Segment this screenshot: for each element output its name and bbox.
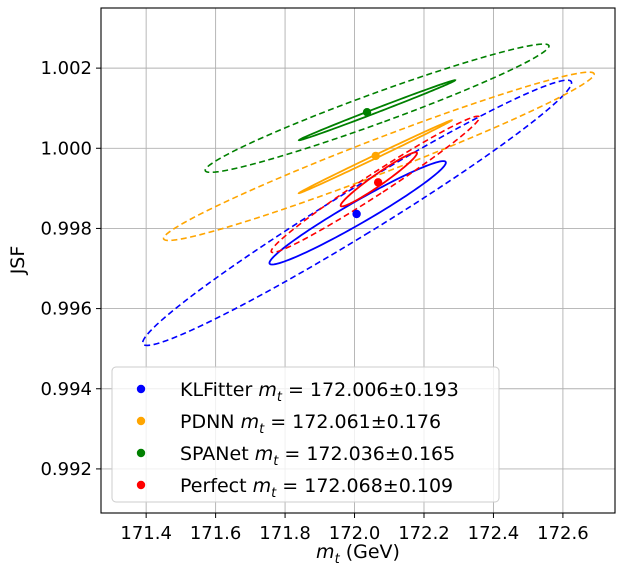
x-tick-label: 172.0 bbox=[329, 523, 381, 544]
perfect-2sigma-ellipse bbox=[270, 115, 481, 254]
klfitter-legend-marker bbox=[136, 384, 146, 394]
spanet-legend-label: SPANet mt = 172.036±0.165 bbox=[180, 443, 455, 469]
y-tick-label: 0.992 bbox=[40, 459, 92, 480]
y-tick-label: 1.000 bbox=[40, 138, 92, 159]
y-tick-label: 0.996 bbox=[40, 299, 92, 320]
plot-frame bbox=[100, 7, 616, 514]
pdnn-legend-label: PDNN mt = 172.061±0.176 bbox=[180, 411, 441, 437]
x-axis-label: mt (GeV) bbox=[316, 541, 400, 566]
y-axis-label: JSF bbox=[7, 246, 29, 276]
x-axis-label-sub: t bbox=[335, 552, 341, 566]
perfect-1sigma-ellipse bbox=[339, 151, 418, 208]
perfect-point bbox=[373, 178, 383, 187]
klfitter-point bbox=[352, 209, 361, 219]
y-tick-label: 0.994 bbox=[40, 379, 92, 400]
y-tick-label: 1.002 bbox=[40, 58, 92, 79]
grid-layer bbox=[101, 8, 615, 513]
x-tick-label: 171.4 bbox=[120, 523, 172, 544]
klfitter-2sigma-ellipse bbox=[141, 79, 573, 347]
ellipse-layer bbox=[141, 43, 595, 347]
x-tick-label: 172.6 bbox=[537, 523, 589, 544]
legend: KLFitter mt = 172.006±0.193 PDNN mt = 172… bbox=[111, 366, 500, 503]
point-layer bbox=[352, 108, 383, 219]
pdnn-legend-marker bbox=[136, 416, 146, 426]
x-tick-label: 172.2 bbox=[398, 523, 450, 544]
x-tick-label: 171.8 bbox=[259, 523, 311, 544]
spanet-legend-marker bbox=[136, 448, 146, 458]
x-tick-label: 171.6 bbox=[190, 523, 242, 544]
spanet-point bbox=[362, 108, 372, 117]
perfect-legend-marker bbox=[136, 480, 146, 490]
y-tick-label: 0.998 bbox=[40, 218, 92, 239]
x-tick-label: 172.4 bbox=[468, 523, 520, 544]
spanet-1sigma-ellipse bbox=[297, 79, 457, 142]
pdnn-point bbox=[371, 151, 380, 161]
pdnn-2sigma-ellipse bbox=[162, 71, 595, 242]
perfect-legend-label: Perfect mt = 172.068±0.109 bbox=[180, 475, 453, 501]
legend-box bbox=[111, 366, 500, 503]
x-axis-label-unit: (GeV) bbox=[340, 541, 400, 563]
spanet-2sigma-ellipse bbox=[204, 43, 550, 174]
klfitter-legend-label: KLFitter mt = 172.006±0.193 bbox=[180, 379, 459, 405]
tick-layer: 171.4 171.6 171.8 172.0 172.2 172.4 172.6 0.992… bbox=[40, 58, 588, 544]
x-axis-label-var: m bbox=[316, 541, 335, 563]
